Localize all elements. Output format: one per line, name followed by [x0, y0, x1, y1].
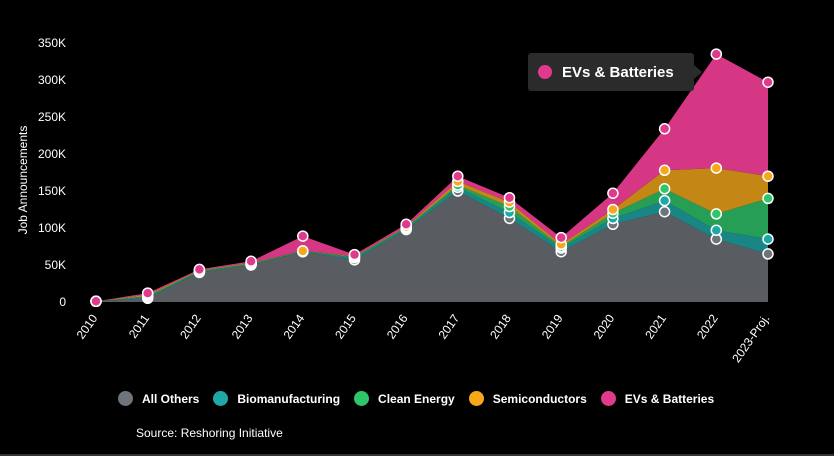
x-tick-label: 2018 — [487, 311, 514, 341]
x-tick-label: 2011 — [126, 311, 152, 340]
area-biomanufacturing[interactable] — [96, 187, 768, 302]
source-note: Source: Reshoring Initiative — [136, 426, 283, 440]
legend-item-evs-batteries[interactable]: EVs & Batteries — [600, 391, 715, 406]
legend-label: Clean Energy — [378, 391, 455, 406]
area-semiconductors[interactable] — [96, 168, 768, 302]
point-evs-batteries[interactable] — [555, 231, 567, 244]
x-tick-label: 2012 — [177, 311, 204, 341]
bottom-divider — [0, 454, 834, 456]
legend: All Others Biomanufacturing Clean Energy… — [118, 391, 728, 406]
x-axis-ticks: 2010 2011 2012 2013 2014 2015 2016 2017 2018 2019… — [74, 311, 773, 365]
points-layer — [90, 48, 774, 308]
legend-swatch — [468, 391, 484, 406]
tooltip-label: EVs & Batteries — [562, 63, 674, 81]
legend-swatch — [354, 391, 370, 406]
y-tick-label: 350K — [38, 36, 66, 50]
y-tick-label: 150K — [38, 184, 66, 198]
x-tick-label: 2019 — [539, 311, 566, 341]
point-evs-batteries[interactable] — [297, 230, 309, 242]
point-evs-batteries[interactable] — [762, 76, 774, 88]
legend-swatch — [600, 391, 616, 406]
point-evs-batteries[interactable] — [348, 248, 361, 261]
legend-label: EVs & Batteries — [624, 391, 715, 406]
legend-label: Semiconductors — [492, 391, 587, 406]
point-evs-batteries[interactable] — [452, 170, 464, 182]
legend-item-biomanufacturing[interactable]: Biomanufacturing — [213, 391, 340, 406]
point-clean-energy[interactable] — [762, 192, 774, 205]
point-clean-energy[interactable] — [658, 183, 671, 195]
point-evs-batteries[interactable] — [400, 218, 412, 231]
point-evs-batteries[interactable] — [607, 187, 619, 199]
point-evs-batteries[interactable] — [245, 255, 257, 268]
point-evs-batteries[interactable] — [193, 263, 206, 276]
point-semiconductors[interactable] — [297, 245, 309, 257]
legend-swatch — [118, 391, 133, 406]
y-tick-label: 100K — [38, 221, 66, 235]
x-tick-label: 2014 — [280, 311, 307, 341]
y-axis-ticks: 0 50K 100K 150K 200K 250K 300K 350K — [38, 36, 66, 309]
point-clean-energy[interactable] — [710, 208, 723, 220]
x-tick-label: 2017 — [435, 311, 462, 341]
point-evs-batteries[interactable] — [141, 287, 154, 299]
point-biomanufacturing[interactable] — [762, 233, 774, 245]
area-all-others[interactable] — [96, 191, 768, 302]
legend-item-clean-energy[interactable]: Clean Energy — [354, 391, 455, 406]
point-semiconductors[interactable] — [658, 164, 671, 177]
legend-label: All Others — [142, 391, 200, 406]
legend-swatch — [213, 391, 229, 406]
point-evs-batteries[interactable] — [503, 191, 516, 204]
point-semiconductors[interactable] — [762, 170, 774, 182]
x-tick-label: 2023-Proj. — [729, 312, 772, 365]
x-tick-label: 2010 — [74, 311, 101, 341]
tooltip-arrow — [694, 65, 702, 79]
point-biomanufacturing[interactable] — [710, 224, 723, 236]
y-axis-title: Job Announcements — [16, 126, 30, 235]
legend-item-semiconductors[interactable]: Semiconductors — [468, 391, 587, 406]
point-evs-batteries[interactable] — [90, 295, 102, 308]
y-tick-label: 50K — [45, 258, 66, 272]
x-tick-label: 2013 — [229, 311, 256, 341]
x-tick-label: 2016 — [384, 311, 411, 341]
point-all-others[interactable] — [762, 248, 774, 260]
y-tick-label: 250K — [38, 110, 66, 124]
x-tick-label: 2021 — [642, 311, 669, 341]
point-evs-batteries[interactable] — [658, 123, 671, 135]
tooltip: EVs & Batteries — [528, 53, 702, 91]
y-tick-label: 300K — [38, 73, 66, 87]
tooltip-swatch — [538, 65, 552, 79]
x-tick-label: 2020 — [591, 311, 618, 341]
point-semiconductors[interactable] — [710, 162, 723, 174]
point-all-others[interactable] — [658, 205, 671, 218]
x-tick-label: 2022 — [694, 311, 721, 341]
x-tick-label: 2015 — [332, 311, 359, 341]
point-semiconductors[interactable] — [607, 203, 619, 216]
point-biomanufacturing[interactable] — [658, 194, 671, 207]
legend-label: Biomanufacturing — [237, 391, 341, 406]
y-tick-label: 200K — [38, 147, 66, 161]
point-evs-batteries[interactable] — [710, 48, 723, 60]
y-tick-label: 0 — [59, 295, 66, 309]
legend-item-all-others[interactable]: All Others — [118, 391, 199, 406]
